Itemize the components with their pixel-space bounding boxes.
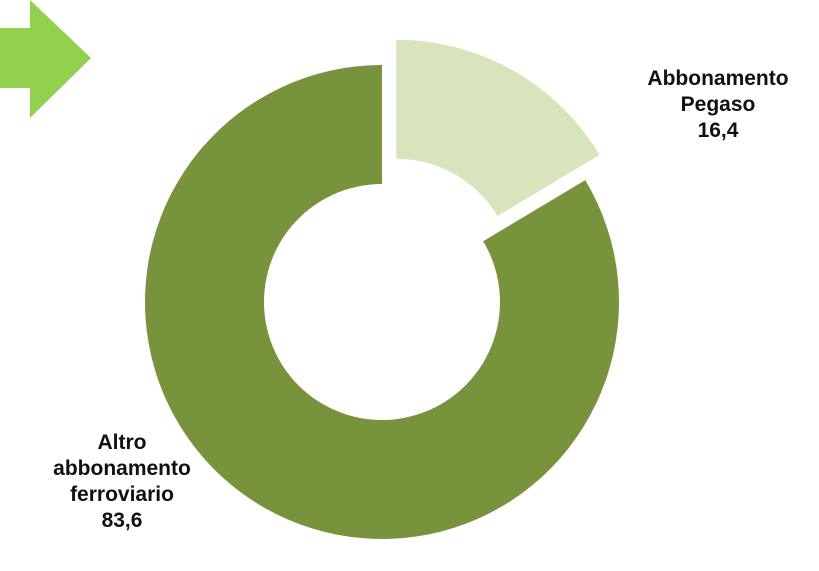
slice-abbonamento-pegaso[interactable] [396,39,600,217]
label-line: ferroviario [70,483,174,506]
arrow-right-icon [0,0,91,118]
slice-altro-abbonamento-ferroviario[interactable] [144,65,619,539]
label-line: abbonamento [53,457,191,480]
label-line: Altro [97,431,147,454]
value-label: 83,6 [101,509,143,532]
label-line: Pegaso [680,93,756,116]
label-line: Abbonamento [647,67,789,90]
label-altro-abbonamento-ferroviario: Altro abbonamento ferroviario 83,6 [12,430,232,534]
value-label: 16,4 [697,119,739,142]
label-abbonamento-pegaso: Abbonamento Pegaso 16,4 [618,66,818,144]
